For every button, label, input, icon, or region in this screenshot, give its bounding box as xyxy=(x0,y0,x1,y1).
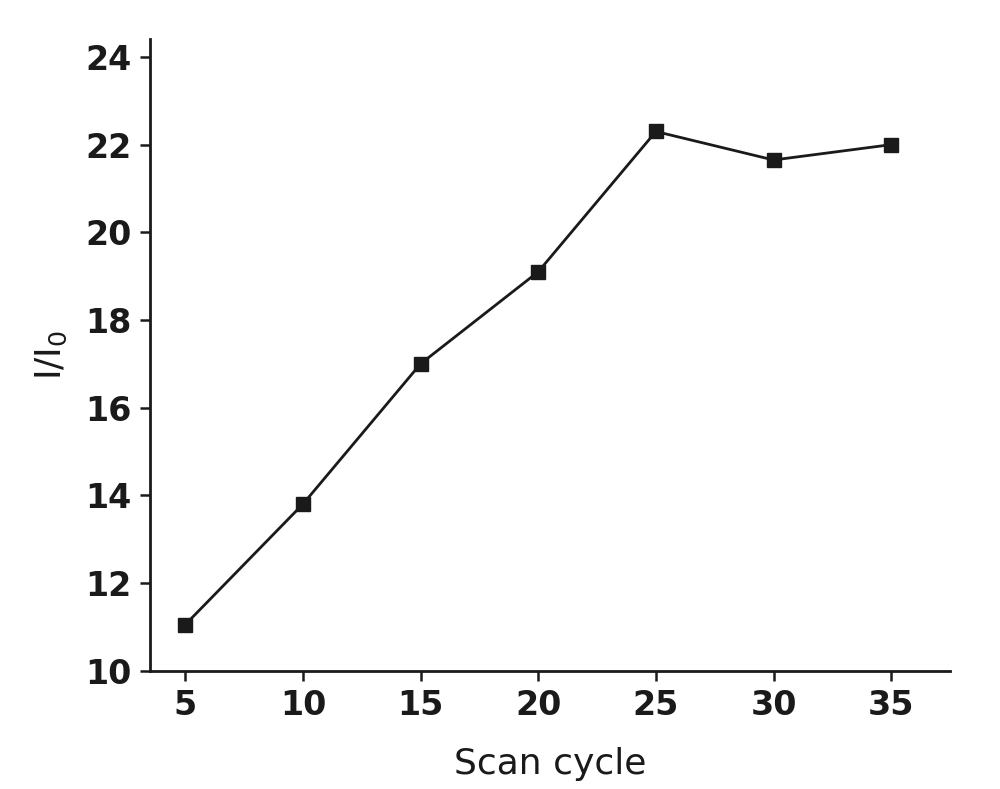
Y-axis label: $\mathregular{I/I_0}$: $\mathregular{I/I_0}$ xyxy=(34,330,69,380)
X-axis label: Scan cycle: Scan cycle xyxy=(454,746,646,780)
